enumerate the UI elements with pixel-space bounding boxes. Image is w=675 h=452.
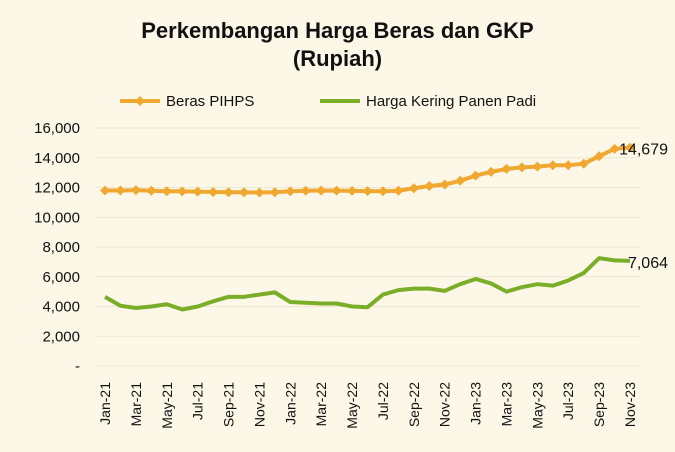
- series-line-0: [105, 145, 631, 195]
- data-point: [609, 143, 620, 154]
- data-point: [115, 185, 126, 196]
- x-tick-label: May-23: [529, 382, 545, 429]
- data-point: [177, 186, 188, 197]
- x-tick-label: Jan-22: [282, 382, 298, 425]
- data-point: [316, 185, 327, 196]
- data-point: [424, 181, 435, 192]
- data-point: [501, 163, 512, 174]
- x-tick-label: Jul-21: [190, 382, 206, 420]
- x-tick-label: Sep-22: [406, 382, 422, 427]
- data-point: [238, 187, 249, 198]
- data-point: [408, 183, 419, 194]
- x-tick-label: Mar-23: [498, 382, 514, 427]
- legend-marker: [135, 96, 145, 106]
- data-point: [377, 186, 388, 197]
- end-data-label: 7,064: [628, 255, 668, 272]
- data-point: [192, 186, 203, 197]
- end-data-label: 14,679: [619, 142, 668, 159]
- x-tick-label: Jan-23: [468, 382, 484, 425]
- x-tick-label: Nov-21: [251, 382, 267, 427]
- data-point: [578, 158, 589, 169]
- series-line-1: [103, 256, 631, 312]
- data-point: [625, 142, 635, 153]
- x-tick-label: Jan-21: [97, 382, 113, 425]
- y-tick-label: 16,000: [34, 120, 80, 137]
- data-point: [347, 185, 358, 196]
- data-point: [130, 185, 141, 196]
- data-point: [223, 187, 234, 198]
- data-point: [594, 151, 605, 162]
- x-tick-label: May-21: [159, 382, 175, 429]
- data-point: [486, 166, 497, 177]
- x-tick-label: Jul-23: [560, 382, 576, 420]
- data-point: [362, 186, 373, 197]
- y-tick-label: 14,000: [34, 150, 80, 167]
- x-tick-label: Sep-23: [591, 382, 607, 427]
- y-tick-label: 2,000: [42, 328, 80, 345]
- data-point: [563, 160, 574, 171]
- legend-label: Beras PIHPS: [166, 93, 254, 110]
- y-tick-label: 10,000: [34, 209, 80, 226]
- legend-label: Harga Kering Panen Padi: [366, 93, 536, 110]
- x-tick-label: Mar-21: [128, 382, 144, 427]
- data-point: [208, 186, 219, 197]
- x-tick-label: Jul-22: [375, 382, 391, 420]
- data-point: [439, 179, 450, 190]
- data-point: [300, 185, 311, 196]
- y-tick-label: 6,000: [42, 269, 80, 286]
- data-point: [331, 185, 342, 196]
- chart-title: Perkembangan Harga Beras dan GKP: [141, 18, 534, 43]
- x-tick-label: Nov-22: [437, 382, 453, 427]
- data-point: [100, 185, 110, 196]
- data-point: [393, 185, 404, 196]
- data-point: [254, 187, 265, 198]
- chart-subtitle: (Rupiah): [292, 46, 383, 71]
- data-point: [516, 162, 527, 173]
- y-tick-label: -: [75, 358, 80, 375]
- x-tick-label: May-22: [344, 382, 360, 429]
- data-point: [161, 186, 172, 197]
- data-point: [547, 160, 558, 171]
- x-tick-label: Sep-21: [221, 382, 237, 427]
- data-point: [269, 187, 280, 198]
- data-point: [146, 185, 157, 196]
- x-tick-label: Mar-22: [313, 382, 329, 427]
- data-point: [455, 175, 466, 186]
- y-tick-label: 8,000: [42, 239, 80, 256]
- data-point: [285, 186, 296, 197]
- x-tick-label: Nov-23: [622, 382, 638, 427]
- data-point: [532, 161, 543, 172]
- data-point: [470, 170, 481, 181]
- y-tick-label: 12,000: [34, 180, 80, 197]
- y-tick-label: 4,000: [42, 299, 80, 316]
